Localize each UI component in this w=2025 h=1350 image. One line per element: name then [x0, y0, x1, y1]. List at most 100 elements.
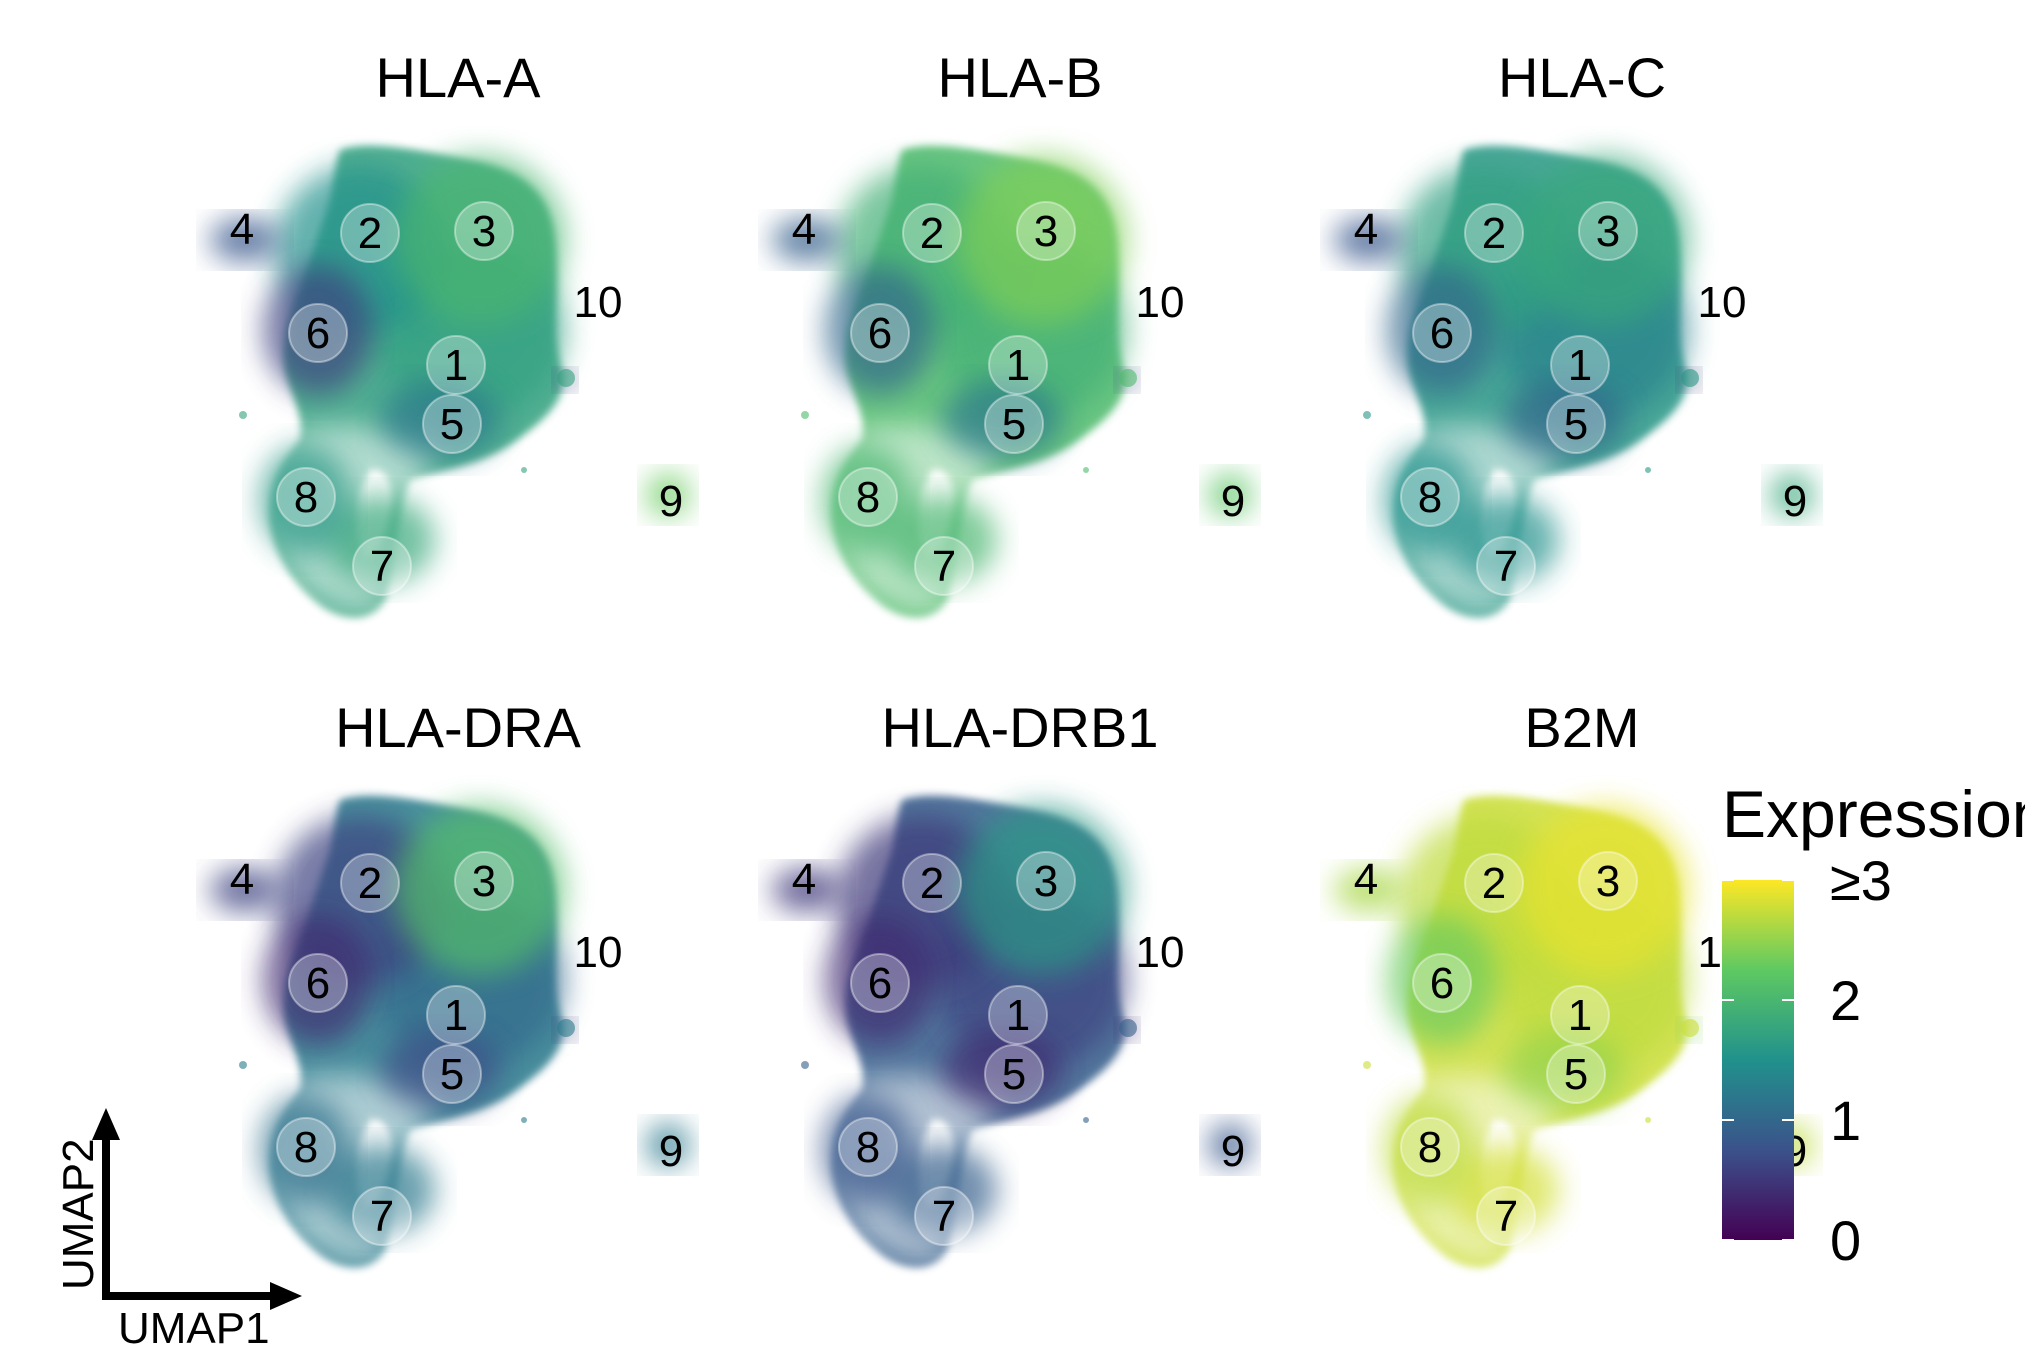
cluster-label-badge	[914, 1186, 974, 1246]
cluster-label-1: 1	[426, 335, 486, 395]
cluster-label-text: 4	[1354, 205, 1378, 254]
cluster-label-text: 7	[1494, 1192, 1518, 1241]
cluster-label-text: 1	[444, 991, 468, 1040]
cluster-label-2: 2	[902, 853, 962, 913]
cluster-label-text: 2	[358, 209, 382, 258]
cluster-label-1: 1	[426, 985, 486, 1045]
cluster-label-badge	[988, 985, 1048, 1045]
cluster-label-10: 10	[1136, 278, 1185, 327]
cluster-5-cells	[380, 1030, 500, 1110]
cluster-8-cells	[822, 1095, 912, 1205]
cluster-label-5: 5	[422, 394, 482, 454]
umap-panel: HLA-B 1 2 3 4 5 6 7 8 9 10	[772, 46, 1252, 618]
cluster-label-badge	[276, 467, 336, 527]
cluster-label-text: 3	[472, 207, 496, 256]
cluster-label-8: 8	[276, 1117, 336, 1177]
cluster-9-cells	[1770, 473, 1814, 517]
cluster-4-cells	[210, 868, 280, 912]
cluster-label-badge	[426, 985, 486, 1045]
cluster-label-badge	[1016, 201, 1076, 261]
cluster-label-badge	[914, 536, 974, 596]
umap-outlier-cells	[1083, 467, 1089, 473]
cluster-label-3: 3	[1016, 851, 1076, 911]
cluster-label-text: 2	[920, 209, 944, 258]
cluster-label-4: 4	[230, 205, 254, 254]
umap2-label: UMAP2	[54, 1138, 103, 1290]
cluster-label-6: 6	[1412, 953, 1472, 1013]
cluster-6-cells	[1387, 915, 1497, 1045]
cluster-label-text: 6	[868, 959, 892, 1008]
cluster-7-cells	[1449, 495, 1559, 585]
cluster-label-1: 1	[988, 985, 1048, 1045]
cluster-label-2: 2	[1464, 853, 1524, 913]
cluster-label-text: 4	[792, 855, 816, 904]
cluster-4-cells	[772, 218, 842, 262]
cluster-label-4: 4	[1354, 855, 1378, 904]
cluster-label-text: 4	[230, 205, 254, 254]
legend-title: Expression	[1722, 777, 2025, 851]
cluster-label-5: 5	[422, 1044, 482, 1104]
cluster-5-cells	[1504, 380, 1624, 460]
legend-tick-label: ≥3	[1830, 849, 1892, 912]
cluster-label-text: 10	[574, 278, 623, 327]
cluster-label-text: 5	[1564, 1050, 1588, 1099]
panel-title: HLA-A	[376, 46, 542, 109]
umap-outlier-cells	[1083, 1117, 1089, 1123]
legend-tick-label: 0	[1830, 1209, 1861, 1272]
cluster-label-8: 8	[838, 467, 898, 527]
panels-layer: HLA-A 1 2 3 4 5 6 7 8 9 10 HLA-B 1 2 3 4 5 6 7 8 9 10 HLA-C 1 2 3…	[210, 46, 1814, 1268]
cluster-label-text: 8	[1418, 1123, 1442, 1172]
cluster-label-badge	[454, 201, 514, 261]
cluster-label-text: 9	[1783, 477, 1807, 526]
cluster-label-10: 10	[1698, 278, 1747, 327]
umap1-arrowhead	[270, 1282, 302, 1310]
legend-ticks: 0 1 2 ≥3	[1722, 849, 1892, 1272]
cluster-label-text: 9	[1221, 477, 1245, 526]
cluster-label-text: 3	[472, 857, 496, 906]
cluster-6-cells	[263, 265, 373, 395]
cluster-label-5: 5	[984, 394, 1044, 454]
cluster-label-text: 1	[1568, 991, 1592, 1040]
cluster-label-badge	[1546, 1044, 1606, 1104]
cluster-label-badge	[1476, 1186, 1536, 1246]
cluster-7-cells	[1449, 1145, 1559, 1235]
cluster-label-6: 6	[1412, 303, 1472, 363]
expression-legend: Expression 0 1 2 ≥3	[1722, 777, 2025, 1272]
umap-outlier-cells	[1363, 411, 1371, 419]
cluster-label-7: 7	[352, 536, 412, 596]
cluster-7-cells	[325, 495, 435, 585]
cluster-label-3: 3	[1016, 201, 1076, 261]
cluster-label-text: 8	[1418, 473, 1442, 522]
cluster-label-8: 8	[1400, 1117, 1460, 1177]
cluster-9-cells	[646, 1123, 690, 1167]
cluster-6-cells	[825, 265, 935, 395]
umap-outlier-cells	[239, 411, 247, 419]
umap-outlier-cells	[521, 1117, 527, 1123]
cluster-label-badge	[352, 536, 412, 596]
umap1-label: UMAP1	[118, 1304, 270, 1350]
cluster-3-cells	[957, 155, 1127, 325]
cluster-5-cells	[942, 1030, 1062, 1110]
cluster-label-text: 5	[440, 400, 464, 449]
cluster-3-cells	[395, 155, 565, 325]
cluster-label-3: 3	[454, 201, 514, 261]
cluster-label-6: 6	[850, 953, 910, 1013]
cluster-label-badge	[426, 335, 486, 395]
cluster-label-badge	[340, 203, 400, 263]
cluster-label-text: 2	[920, 859, 944, 908]
cluster-label-text: 2	[1482, 859, 1506, 908]
cluster-label-2: 2	[1464, 203, 1524, 263]
cluster-6-cells	[263, 915, 373, 1045]
cluster-label-text: 10	[574, 928, 623, 977]
cluster-label-badge	[1400, 1117, 1460, 1177]
cluster-label-badge	[454, 851, 514, 911]
cluster-label-4: 4	[792, 855, 816, 904]
panel-title: HLA-DRA	[335, 696, 581, 759]
cluster-7-cells	[325, 1145, 435, 1235]
cluster-label-badge	[352, 1186, 412, 1246]
cluster-3-cells	[1519, 155, 1689, 325]
cluster-label-6: 6	[288, 303, 348, 363]
umap-outlier-cells	[1681, 1019, 1699, 1037]
cluster-label-6: 6	[288, 953, 348, 1013]
